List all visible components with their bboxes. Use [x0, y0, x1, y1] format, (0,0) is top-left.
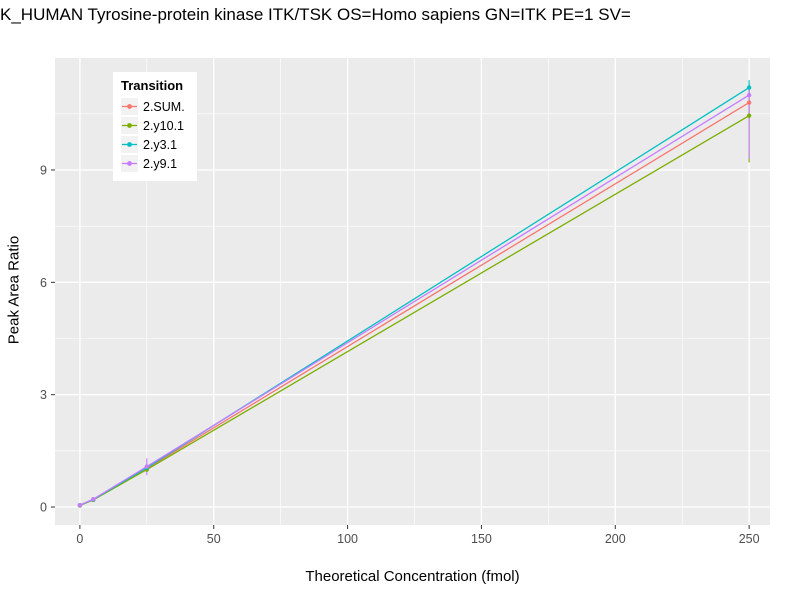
data-point: [746, 100, 752, 105]
y-tick-label: 0: [40, 501, 47, 515]
legend: Transition 2.SUM. 2.y10.1 2.y3.1 2.y9.1: [113, 72, 197, 181]
data-point: [746, 92, 752, 98]
x-tick-label: 50: [207, 532, 221, 546]
legend-label: 2.y10.1: [143, 118, 185, 133]
x-tick-label: 200: [605, 532, 626, 546]
x-tick-label: 150: [471, 532, 492, 546]
legend-item: 2.y9.1: [121, 154, 185, 173]
x-tick-label: 250: [739, 532, 760, 546]
legend-item: 2.y10.1: [121, 116, 185, 135]
legend-key-icon: [121, 117, 138, 134]
x-axis-title: Theoretical Concentration (fmol): [305, 568, 520, 585]
legend-key-icon: [121, 98, 138, 115]
legend-label: 2.y9.1: [143, 156, 178, 171]
legend-item: 2.SUM.: [121, 97, 185, 116]
data-point: [77, 502, 83, 508]
data-point: [746, 113, 752, 118]
x-tick-label: 100: [337, 532, 358, 546]
x-tick-label: 0: [76, 532, 83, 546]
chart-title: K_HUMAN Tyrosine-protein kinase ITK/TSK …: [0, 5, 631, 24]
y-tick-label: 3: [40, 388, 47, 402]
legend-label: 2.SUM.: [143, 99, 185, 114]
legend-label: 2.y3.1: [143, 137, 178, 152]
legend-items: 2.SUM. 2.y10.1 2.y3.1 2.y9.1: [121, 97, 185, 173]
y-tick-label: 9: [40, 163, 47, 177]
legend-title: Transition: [121, 78, 184, 93]
legend-item: 2.y3.1: [121, 135, 185, 154]
y-axis-title: Peak Area Ratio: [5, 235, 23, 345]
series-line: [79, 94, 750, 506]
data-point: [144, 464, 150, 469]
y-tick-label: 6: [40, 276, 47, 290]
data-point: [746, 85, 752, 90]
legend-key-icon: [121, 136, 138, 153]
data-point: [91, 496, 96, 502]
legend-key-icon: [121, 155, 138, 172]
